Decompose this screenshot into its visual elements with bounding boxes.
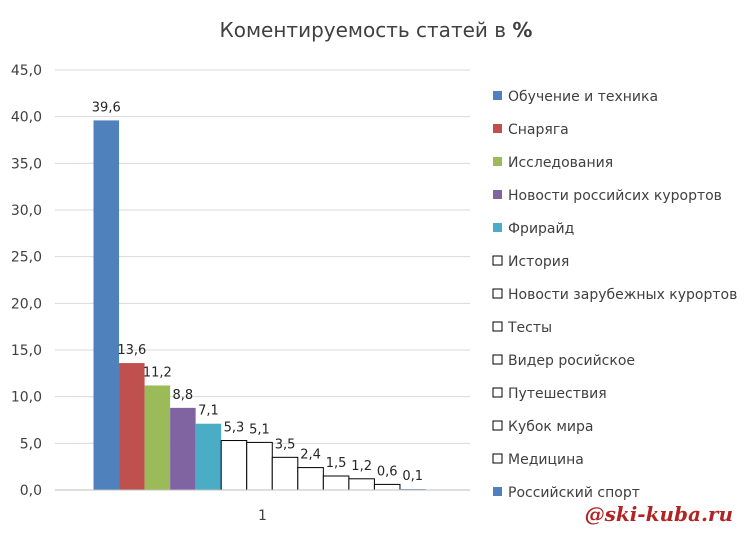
bar-1 — [93, 120, 120, 491]
legend-swatch-7 — [492, 288, 503, 299]
legend-swatch-2 — [493, 124, 502, 133]
legend-swatch-1 — [493, 91, 502, 100]
legend-label-13: Российский спорт — [508, 485, 640, 501]
y-tick-label: 25,0 — [11, 250, 42, 266]
y-tick-label: 5,0 — [20, 436, 42, 452]
chart-title-percent: % — [512, 18, 532, 42]
data-label-11: 1,2 — [351, 459, 372, 474]
y-tick-label: 30,0 — [11, 203, 42, 219]
bar-12 — [373, 483, 401, 491]
x-tick-label: 1 — [258, 508, 267, 524]
legend-label-2: Снаряга — [508, 122, 569, 138]
y-tick-label: 20,0 — [11, 296, 42, 312]
legend-label-7: Новости зарубежных курортов — [508, 287, 737, 303]
legend-swatch-10 — [492, 387, 503, 398]
bar-6 — [220, 440, 248, 491]
chart-title-text: Коментируемость статей в — [220, 18, 513, 42]
legend-label-1: Обучение и техника — [508, 89, 658, 105]
data-label-3: 11,2 — [143, 365, 172, 380]
legend-label-9: Видер росийское — [508, 353, 635, 369]
legend-label-3: Исследования — [508, 155, 613, 171]
legend: Обучение и техника Снаряга Исследования Нов… — [492, 89, 737, 501]
data-label-8: 3,5 — [275, 437, 296, 452]
legend-label-11: Кубок мира — [508, 419, 593, 435]
legend-swatch-6 — [492, 255, 503, 266]
legend-label-6: История — [508, 254, 569, 270]
legend-label-8: Тесты — [507, 320, 552, 336]
y-tick-label: 10,0 — [11, 390, 42, 406]
bar-11 — [348, 478, 375, 491]
y-tick-label: 35,0 — [11, 156, 42, 172]
y-tick-label: 40,0 — [11, 110, 42, 126]
bar-5 — [195, 423, 222, 490]
legend-label-10: Путешествия — [508, 386, 607, 402]
data-label-13: 0,1 — [402, 469, 423, 484]
y-tick-label: 45,0 — [11, 63, 42, 79]
data-label-6: 5,3 — [224, 421, 245, 436]
legend-label-12: Медицина — [508, 452, 584, 468]
bar-3 — [144, 385, 171, 490]
legend-swatch-8 — [492, 321, 503, 332]
bar-2 — [119, 363, 145, 490]
data-label-12: 0,6 — [377, 464, 398, 479]
y-tick-label: 15,0 — [11, 343, 42, 359]
legend-swatch-4 — [493, 190, 502, 199]
data-label-1: 39,6 — [92, 100, 121, 115]
legend-swatch-3 — [493, 157, 502, 166]
bar-10 — [322, 475, 350, 491]
legend-swatch-11 — [492, 420, 503, 431]
bar-9 — [297, 467, 324, 491]
data-labels: 39,6 13,6 11,28,8 7,1 5,3 5,1 3,5 2,4 1,5 1,2 0,6 0… — [92, 100, 423, 484]
legend-swatch-12 — [492, 453, 503, 464]
watermark: @ski-kuba.ru — [585, 502, 733, 526]
bars — [93, 120, 426, 491]
legend-swatch-9 — [492, 354, 503, 365]
data-label-9: 2,4 — [300, 448, 321, 463]
data-label-7: 5,1 — [249, 422, 270, 437]
bar-4 — [170, 407, 196, 490]
data-label-4: 8,8 — [173, 388, 194, 403]
legend-label-4: Новости российсих курортов — [508, 188, 722, 204]
y-axis-ticks: 0,0 5,0 10,0 15,0 20,0 25,0 30,0 35,0 40,0 45,0 — [11, 63, 42, 499]
legend-swatch-13 — [493, 487, 502, 496]
chart-title: Коментируемость статей в % — [220, 18, 533, 42]
data-label-5: 7,1 — [198, 404, 219, 419]
y-tick-label: 0,0 — [20, 483, 42, 499]
data-label-10: 1,5 — [326, 456, 347, 471]
data-label-2: 13,6 — [117, 343, 146, 358]
legend-swatch-5 — [493, 223, 502, 232]
bar-7 — [246, 441, 273, 491]
legend-label-5: Фрирайд — [508, 221, 574, 237]
bar-8 — [271, 456, 299, 491]
